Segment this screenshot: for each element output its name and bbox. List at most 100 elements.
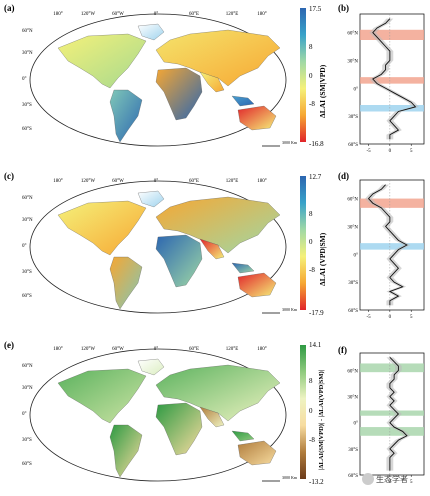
continent — [57, 33, 147, 89]
continent — [199, 238, 225, 260]
continent — [155, 402, 203, 456]
lat-label: 30°N — [22, 386, 33, 391]
x-tick-label: 5 — [410, 315, 413, 320]
lat-tick-label: 60°N — [347, 198, 358, 203]
highlight-band — [360, 363, 424, 373]
colorbar-e-title: |ΔLAI(SM|VPD)| - |ΔLAI(VPD|SM)| — [318, 369, 325, 470]
continent — [155, 234, 203, 288]
panel-f-label: (f) — [338, 345, 347, 355]
panel-d-label: (d) — [338, 171, 349, 181]
continent — [57, 368, 147, 424]
world-map-a: 180° 120°W 60°W 0° 60°E 120°E 180° 60°N 30°N 0° 30… — [22, 12, 298, 147]
lat-tick-label: 30°S — [348, 448, 358, 453]
watermark: 生态学者 — [376, 475, 408, 484]
lon-label: 60°E — [189, 347, 199, 352]
lon-label: 60°E — [189, 12, 199, 17]
colorbar-c-max: 12.7 — [309, 173, 322, 181]
lon-label: 180° — [53, 12, 63, 17]
lat-label: 60°S — [22, 127, 32, 132]
lat-label: 30°S — [22, 438, 32, 443]
lat-profile-d: 60°N 30°N 0° 30°S 60°S -5 0 5 — [347, 179, 425, 320]
x-tick-label: -5 — [366, 149, 371, 154]
colorbar-c-min: -17.9 — [309, 309, 324, 317]
series-line — [372, 18, 417, 140]
colorbar-e — [300, 345, 306, 479]
colorbar-a — [300, 8, 306, 142]
continent — [231, 262, 255, 274]
lat-tick-label: 60°N — [347, 32, 358, 37]
lon-label: 60°W — [112, 12, 124, 17]
continent — [155, 364, 281, 422]
lat-label: 60°N — [22, 29, 33, 34]
watermark-logo-icon — [362, 473, 374, 485]
continent — [109, 89, 143, 143]
highlight-band — [360, 198, 424, 208]
lat-tick-label: 30°N — [347, 396, 358, 401]
highlight-band — [360, 29, 424, 40]
lat-tick-label: 30°N — [347, 225, 358, 230]
lat-label: 60°S — [22, 462, 32, 467]
continent — [155, 196, 281, 254]
x-tick-label: 0 — [389, 149, 392, 154]
continent — [231, 430, 255, 442]
colorbar-c-title: ΔLAI (VPD|SM) — [318, 232, 327, 286]
lat-label: 60°S — [22, 294, 32, 299]
continent — [109, 424, 143, 478]
colorbar-c — [300, 176, 306, 310]
continent — [137, 358, 165, 376]
panel-e-label: (e) — [4, 340, 14, 350]
colorbar-e-tick: 8 — [309, 377, 313, 385]
lat-label: 60°N — [22, 196, 33, 201]
lat-label: 0° — [22, 77, 27, 82]
colorbar-e-max: 14.1 — [309, 341, 322, 349]
lat-label: 30°N — [22, 218, 33, 223]
lon-label: 60°E — [189, 179, 199, 184]
lat-tick-label: 60°S — [348, 309, 358, 314]
lat-label: 60°N — [22, 364, 33, 369]
lon-label: 120°E — [226, 12, 239, 17]
continent — [199, 71, 225, 93]
lat-tick-label: 60°N — [347, 369, 358, 374]
colorbar-a-max: 17.5 — [309, 5, 322, 13]
lat-label: 30°S — [22, 270, 32, 275]
lat-tick-label: 30°S — [348, 281, 358, 286]
lon-label: 180° — [257, 12, 267, 17]
colorbar-a-tick: -8 — [309, 100, 315, 108]
lat-tick-label: 60°S — [348, 143, 358, 148]
x-tick-label: 0 — [389, 315, 392, 320]
lon-label: 0° — [154, 179, 159, 184]
lat-label: 0° — [22, 412, 27, 417]
world-map-e: 180° 120°W 60°W 0° 60°E 120°E 180° 60°N 30°N 0° 30… — [22, 347, 298, 482]
lat-tick-label: 30°S — [348, 115, 358, 120]
world-map-c: 180° 120°W 60°W 0° 60°E 120°E 180° 60°N 30°N 0° 30… — [22, 179, 298, 314]
colorbar-c-tick: 0 — [309, 238, 313, 246]
lat-profile-f: 60°N30°N0°30°S60°S-505 — [347, 352, 425, 485]
colorbar-a-tick: 8 — [309, 43, 313, 51]
lon-label: 0° — [154, 12, 159, 17]
lon-label: 60°W — [112, 347, 124, 352]
highlight-band — [360, 427, 424, 436]
continent — [109, 256, 143, 310]
colorbar-a-title: ΔLAI (SM|VPD) — [318, 64, 327, 118]
lon-label: 180° — [53, 347, 63, 352]
lon-label: 120°W — [81, 179, 95, 184]
lat-profile-b: 60°N 30°N 0° 30°S 60°S -5 0 5 — [347, 13, 425, 154]
panel-c-label: (c) — [4, 171, 14, 181]
continent — [237, 272, 277, 298]
lat-tick-label: 0° — [354, 253, 359, 258]
colorbar-a-tick: 0 — [309, 72, 313, 80]
continent — [137, 190, 165, 208]
colorbar-c-tick: -8 — [309, 266, 315, 274]
lon-label: 120°W — [81, 12, 95, 17]
scale-label: 3000 Km — [282, 475, 298, 480]
lat-label: 30°N — [22, 51, 33, 56]
x-tick-label: 0 — [389, 480, 392, 485]
x-tick-label: 5 — [410, 480, 413, 485]
colorbar-a-min: -16.8 — [309, 140, 324, 148]
lat-label: 30°S — [22, 103, 32, 108]
lat-tick-label: 0° — [354, 422, 359, 427]
highlight-band — [360, 77, 424, 84]
colorbar-e-tick: 0 — [309, 407, 313, 415]
x-tick-label: -5 — [366, 315, 371, 320]
colorbar-c-tick: 8 — [309, 210, 313, 218]
